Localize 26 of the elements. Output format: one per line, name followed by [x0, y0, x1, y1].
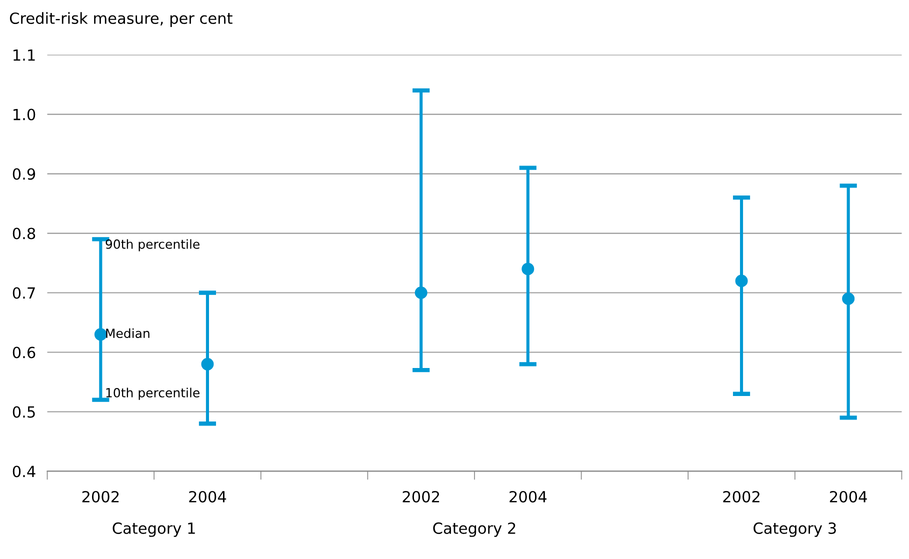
x-tick-label: 2002	[402, 490, 440, 503]
point	[94, 328, 107, 341]
point	[414, 286, 428, 300]
y-tick-label: 0.4	[12, 466, 36, 478]
x-tick-label: 2004	[510, 490, 546, 503]
y-tick-label: 1.0	[14, 108, 36, 120]
y-tick-label: 0.9	[12, 168, 36, 180]
text: Category 3	[754, 522, 836, 537]
text: Category 1	[112, 522, 195, 537]
annotation: 10th percentile	[106, 388, 200, 400]
point	[522, 262, 534, 276]
point	[201, 358, 214, 370]
x-tick-label: 2002	[82, 490, 119, 503]
annotation: 90th percentile	[106, 239, 200, 252]
y-tick-label: 1.1	[14, 49, 35, 61]
y-axis-title: Credit-risk measure, per cent	[10, 12, 232, 27]
x-tick-label: 2004	[830, 490, 867, 503]
y-tick-label: 0.6	[12, 346, 36, 358]
point	[842, 292, 855, 305]
y-tick-label: 0.8	[12, 228, 36, 240]
text: Category 2	[433, 522, 516, 537]
y-tick-label: 0.7	[12, 287, 35, 299]
y-tick-label: 0.5	[12, 406, 35, 418]
point	[735, 274, 748, 288]
x-tick-label: 2002	[723, 490, 760, 503]
x-tick-label: 2004	[189, 490, 226, 503]
